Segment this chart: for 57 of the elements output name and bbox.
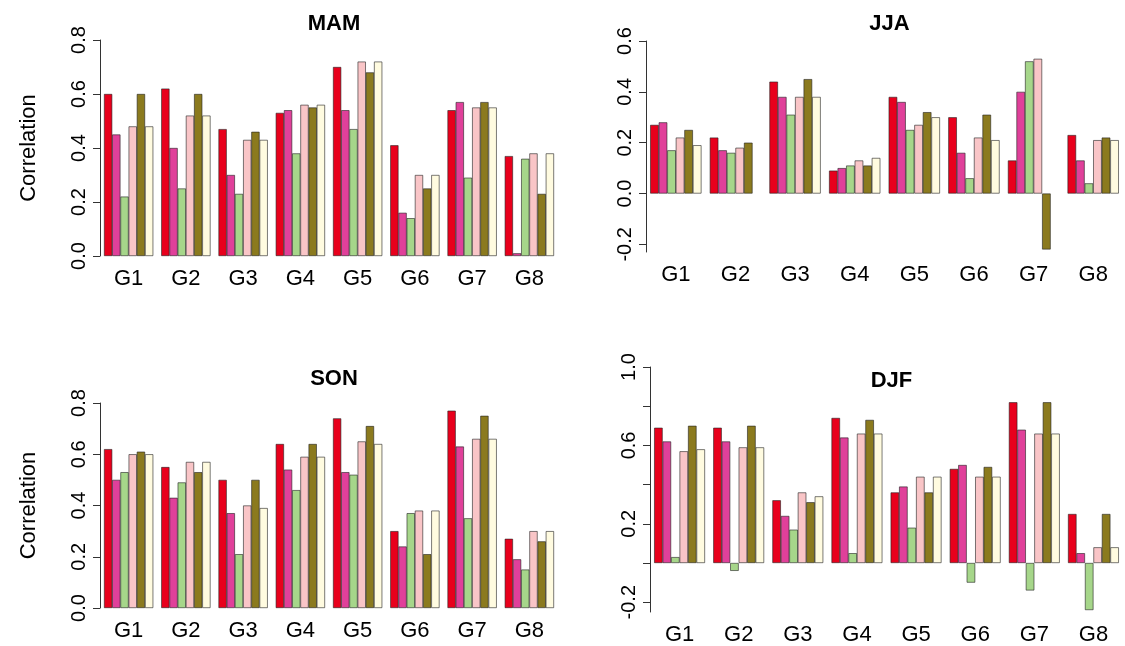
y-tick-label: 0.4 (67, 491, 89, 520)
y-tick-label: 0.8 (67, 389, 89, 417)
y-tick-label: 0.6 (613, 27, 635, 55)
x-tick-label: G5 (342, 264, 373, 290)
y-tick-label: 0.6 (617, 431, 639, 460)
y-axis-title: Correlation (14, 94, 40, 202)
x-tick-label: G8 (514, 616, 545, 642)
x-tick-label: G1 (113, 616, 144, 642)
x-tick-label: G1 (113, 264, 144, 290)
y-tick-label: 0.6 (67, 440, 89, 469)
y-tick-label: 0.0 (613, 179, 635, 208)
x-tick-label: G2 (171, 616, 201, 642)
x-tick-label: G7 (457, 264, 487, 290)
x-tick-label: G6 (959, 260, 989, 286)
chart-title: DJF (870, 366, 913, 392)
x-tick-label: G4 (842, 620, 872, 646)
x-tick-label: G5 (899, 260, 929, 286)
x-tick-label: G3 (783, 620, 813, 646)
chart-title: JJA (869, 9, 910, 35)
x-tick-label: G2 (720, 260, 751, 286)
x-tick-label: G1 (664, 620, 695, 646)
x-tick-label: G7 (457, 616, 487, 642)
x-tick-label: G4 (285, 264, 316, 290)
x-tick-label: G2 (724, 620, 754, 646)
y-tick-label: 0.2 (67, 188, 89, 216)
x-tick-label: G7 (1019, 620, 1049, 646)
x-tick-label: G3 (228, 616, 258, 642)
x-tick-label: G8 (1078, 260, 1108, 286)
x-tick-label: G5 (901, 620, 931, 646)
x-tick-label: G6 (960, 620, 990, 646)
chart-title: MAM (307, 9, 361, 35)
x-tick-label: G3 (228, 264, 258, 290)
y-tick-label: 0.0 (67, 594, 89, 622)
y-tick-label: 0.8 (67, 26, 89, 54)
x-tick-label: G1 (661, 260, 691, 286)
x-tick-label: G6 (400, 264, 430, 290)
y-tick-label: 0.0 (67, 242, 89, 270)
x-tick-label: G8 (1078, 620, 1109, 646)
x-tick-label: G3 (780, 260, 810, 286)
x-tick-label: G4 (285, 616, 316, 642)
y-tick-label: -0.2 (617, 584, 639, 620)
x-tick-label: G4 (840, 260, 870, 286)
y-tick-label: 0.2 (67, 542, 89, 571)
y-tick-label: 1.0 (617, 353, 639, 381)
x-tick-label: G8 (514, 264, 545, 290)
x-tick-label: G2 (171, 264, 201, 290)
y-axis-title: Correlation (14, 451, 40, 560)
x-tick-label: G6 (400, 616, 430, 642)
y-tick-label: -0.2 (613, 227, 635, 262)
x-tick-label: G5 (342, 616, 373, 642)
x-tick-label: G7 (1018, 260, 1049, 286)
chart-title: SON (310, 364, 358, 390)
y-tick-label: 0.2 (613, 128, 635, 157)
y-tick-label: 0.4 (613, 77, 635, 106)
y-tick-label: 0.6 (67, 80, 89, 108)
y-tick-label: 0.4 (67, 134, 89, 162)
y-tick-label: 0.2 (617, 509, 639, 538)
